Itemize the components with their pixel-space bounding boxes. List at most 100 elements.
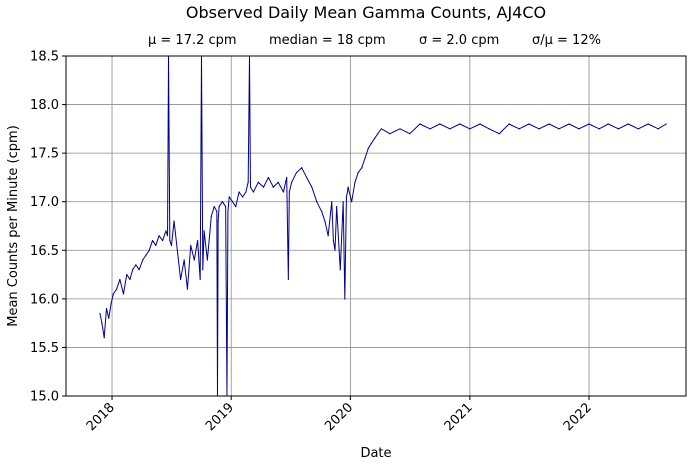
data-point (227, 210, 229, 213)
x-tick-label: 2021 (442, 400, 476, 434)
data-point (148, 249, 150, 251)
data-point (627, 123, 629, 125)
y-tick-label: 17.5 (30, 147, 59, 162)
data-point (218, 205, 220, 208)
data-point (242, 196, 244, 198)
data-point (225, 205, 227, 208)
data-point (339, 269, 341, 271)
data-point (108, 317, 110, 319)
data-point (357, 171, 359, 174)
data-point (399, 128, 401, 130)
data-point (277, 181, 279, 183)
data-point (449, 128, 451, 130)
data-point (498, 133, 500, 135)
data-point (169, 239, 171, 242)
data-point (439, 123, 441, 125)
data-point (301, 167, 303, 169)
data-point (306, 176, 308, 179)
data-point (364, 157, 366, 159)
data-point (351, 201, 353, 203)
data-point (291, 181, 293, 183)
data-point (103, 337, 105, 339)
data-point (469, 128, 471, 130)
data-point (170, 244, 173, 247)
data-point (145, 254, 147, 256)
data-point (346, 191, 349, 193)
data-point (142, 259, 144, 261)
data-point (324, 220, 326, 222)
data-point (193, 259, 195, 261)
data-point (221, 201, 223, 203)
data-point (155, 244, 157, 247)
x-tick-label: 2022 (561, 400, 595, 434)
data-point (228, 196, 230, 198)
data-point (99, 312, 101, 315)
data-point (101, 322, 103, 324)
data-point (344, 298, 346, 300)
data-point (112, 293, 114, 295)
x-tick-label: 2018 (84, 400, 118, 434)
data-point (637, 128, 639, 130)
data-point (286, 176, 288, 179)
data-point (617, 128, 620, 130)
data-point (647, 123, 649, 125)
x-axis-label: Date (360, 446, 391, 461)
data-point (105, 307, 108, 310)
data-point (342, 201, 344, 203)
data-point (196, 239, 199, 242)
data-point (257, 181, 259, 183)
data-point (217, 220, 219, 222)
y-tick-label: 15.0 (30, 390, 59, 405)
y-tick-label: 16.5 (30, 244, 59, 259)
data-point (126, 273, 128, 276)
data-point (588, 123, 590, 125)
data-point (607, 123, 609, 125)
data-point (316, 201, 318, 203)
chart-subtitle: μ = 17.2 cpm median = 18 cpm σ = 2.0 cpm… (148, 33, 601, 48)
data-point (238, 191, 240, 193)
data-point (166, 235, 169, 237)
x-tick-label: 2019 (203, 400, 237, 434)
data-point (282, 191, 285, 193)
data-point (295, 171, 298, 174)
data-point (262, 186, 265, 188)
chart-title: Observed Daily Mean Gamma Counts, AJ4CO (186, 3, 546, 22)
data-point (327, 235, 329, 237)
data-point (162, 239, 164, 242)
data-point (151, 239, 154, 242)
data-point (165, 230, 167, 232)
data-point (548, 123, 550, 125)
data-point (190, 244, 192, 247)
data-point (389, 133, 391, 135)
data-point (334, 249, 336, 251)
plot-frame (65, 55, 687, 397)
data-point (488, 128, 490, 130)
data-point (116, 288, 118, 290)
data-point (479, 123, 481, 125)
data-point (508, 123, 510, 125)
grid-lines (66, 55, 686, 397)
data-point (203, 230, 205, 232)
data-point (373, 137, 376, 140)
data-point (122, 293, 125, 295)
data-point (311, 186, 313, 188)
x-axis-ticks: 2018 2019 2020 2021 2022 (84, 396, 595, 434)
data-point (213, 205, 215, 208)
data-point (135, 264, 137, 266)
subtitle-cv: σ/μ = 12% (532, 33, 601, 48)
data-point (409, 133, 411, 135)
data-point (538, 128, 540, 130)
data-point (568, 123, 570, 125)
y-tick-label: 18.0 (30, 98, 59, 113)
data-point (245, 191, 247, 193)
data-point (367, 147, 369, 149)
data-point (176, 249, 178, 251)
data-point (158, 235, 160, 237)
data-point (252, 191, 254, 193)
subtitle-median: median = 18 cpm (269, 33, 386, 48)
data-point (235, 205, 237, 208)
data-point (186, 288, 189, 290)
data-point (361, 167, 363, 169)
data-point (528, 123, 530, 125)
data-point (138, 269, 140, 271)
